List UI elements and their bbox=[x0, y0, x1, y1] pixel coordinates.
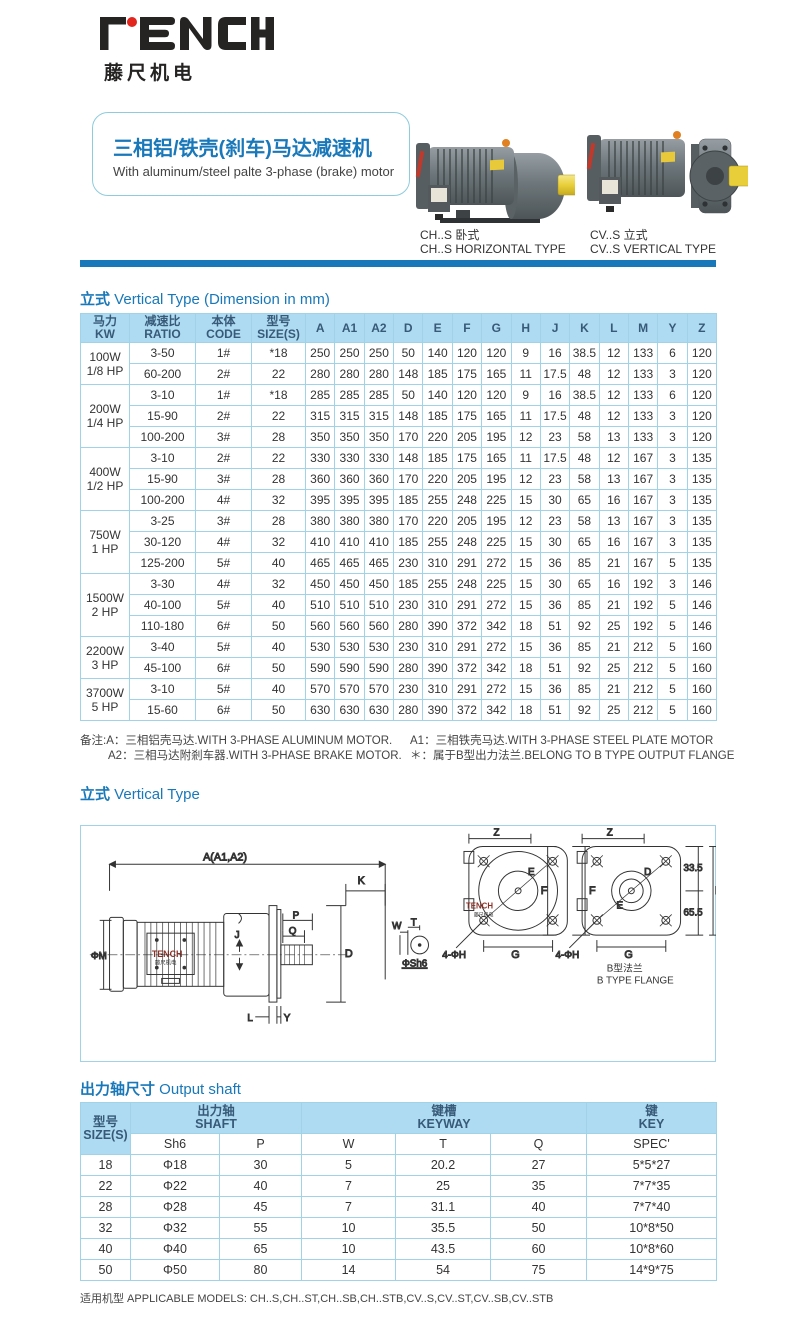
svg-text:65.5: 65.5 bbox=[684, 907, 704, 918]
svg-text:D: D bbox=[644, 867, 651, 878]
svg-text:4-ΦH: 4-ΦH bbox=[556, 950, 580, 961]
svg-text:E: E bbox=[528, 867, 535, 878]
svg-text:B型法兰: B型法兰 bbox=[607, 962, 643, 975]
svg-text:K: K bbox=[358, 875, 366, 887]
svg-text:W: W bbox=[392, 921, 402, 932]
svg-text:P: P bbox=[293, 910, 300, 921]
svg-text:D: D bbox=[345, 948, 353, 960]
svg-text:4-ΦH: 4-ΦH bbox=[442, 950, 466, 961]
svg-text:Z: Z bbox=[493, 828, 499, 839]
svg-text:TENCH: TENCH bbox=[152, 949, 183, 959]
svg-text:TENCH: TENCH bbox=[466, 902, 493, 911]
svg-text:ΦM: ΦM bbox=[91, 951, 107, 962]
svg-text:A(A1,A2): A(A1,A2) bbox=[203, 851, 247, 863]
svg-text:E: E bbox=[617, 901, 624, 912]
svg-text:藤尺机电: 藤尺机电 bbox=[155, 959, 177, 967]
svg-text:F: F bbox=[541, 885, 548, 897]
svg-text:J: J bbox=[235, 930, 240, 941]
svg-text:G: G bbox=[511, 949, 519, 961]
svg-text:Z: Z bbox=[607, 828, 613, 839]
svg-text:Q: Q bbox=[289, 926, 297, 937]
svg-text:F: F bbox=[589, 885, 596, 897]
svg-text:F: F bbox=[715, 885, 716, 897]
svg-text:G: G bbox=[624, 949, 632, 961]
svg-text:L: L bbox=[247, 1013, 253, 1024]
svg-text:藤尺机电: 藤尺机电 bbox=[474, 911, 494, 918]
svg-text:Y: Y bbox=[284, 1013, 291, 1024]
svg-text:B TYPE FLANGE: B TYPE FLANGE bbox=[597, 975, 674, 986]
svg-text:ΦSh6: ΦSh6 bbox=[402, 959, 428, 970]
svg-text:T: T bbox=[411, 917, 417, 928]
svg-text:33.5: 33.5 bbox=[684, 863, 704, 874]
